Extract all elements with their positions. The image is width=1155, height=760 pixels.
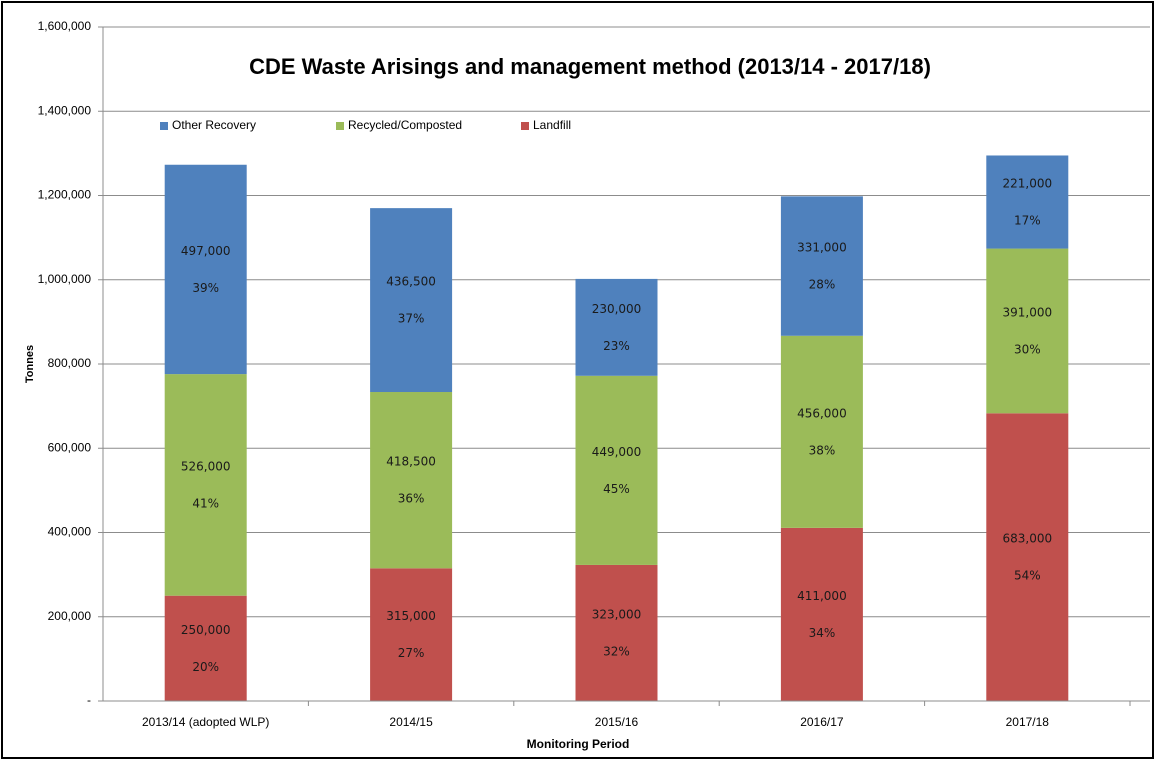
share-label: 54% [1014, 569, 1041, 583]
bar-segment [780, 527, 863, 701]
value-label: 323,000 [592, 607, 642, 621]
y-tick-label: 1,200,000 [38, 188, 92, 202]
bar-segment [986, 248, 1069, 414]
share-label: 37% [398, 312, 425, 326]
value-label: 221,000 [1002, 177, 1052, 191]
x-tick-label: 2014/15 [389, 715, 433, 729]
y-tick-label: 400,000 [48, 525, 92, 539]
bar-segment [164, 595, 247, 701]
x-axis-label: Monitoring Period [527, 737, 630, 751]
value-label: 411,000 [797, 589, 847, 603]
value-label: 331,000 [797, 241, 847, 255]
value-label: 526,000 [181, 459, 231, 473]
value-label: 449,000 [592, 445, 642, 459]
bar-segment [575, 564, 658, 701]
share-label: 17% [1014, 214, 1041, 228]
y-tick-label: - [87, 693, 91, 707]
value-label: 456,000 [797, 406, 847, 420]
bar-segment [164, 374, 247, 596]
y-tick-label: 200,000 [48, 609, 92, 623]
y-tick-label: 600,000 [48, 440, 92, 454]
legend-swatch [336, 122, 344, 130]
bar-segment [370, 392, 453, 569]
value-label: 497,000 [181, 244, 231, 258]
x-tick-label: 2015/16 [595, 715, 639, 729]
x-tick-label: 2017/18 [1006, 715, 1050, 729]
value-label: 683,000 [1002, 532, 1052, 546]
bar-segment [370, 568, 453, 701]
share-label: 20% [192, 660, 219, 674]
value-label: 391,000 [1002, 305, 1052, 319]
bar-segment [986, 413, 1069, 701]
bar-segment [780, 196, 863, 336]
y-tick-label: 1,600,000 [38, 19, 92, 33]
share-label: 32% [603, 644, 630, 658]
bar-segment [780, 335, 863, 528]
y-tick-label: 800,000 [48, 356, 92, 370]
chart-title: CDE Waste Arisings and management method… [249, 54, 931, 79]
bar-segment [164, 164, 247, 375]
legend-label: Recycled/Composted [348, 118, 462, 132]
share-label: 28% [809, 278, 836, 292]
bar-segment [986, 155, 1069, 249]
bar-segment [575, 375, 658, 565]
x-tick-label: 2016/17 [800, 715, 844, 729]
x-tick-label: 2013/14 (adopted WLP) [142, 715, 269, 729]
value-label: 250,000 [181, 623, 231, 637]
legend-swatch [521, 122, 529, 130]
value-label: 418,500 [386, 455, 436, 469]
value-label: 436,500 [386, 275, 436, 289]
legend-label: Other Recovery [172, 118, 256, 132]
y-axis-label: Tonnes [24, 345, 36, 383]
share-label: 34% [809, 626, 836, 640]
share-label: 27% [398, 646, 425, 660]
share-label: 30% [1014, 342, 1041, 356]
share-label: 23% [603, 339, 630, 353]
value-label: 315,000 [386, 609, 436, 623]
value-label: 230,000 [592, 302, 642, 316]
legend-label: Landfill [533, 118, 571, 132]
share-label: 39% [192, 281, 219, 295]
y-tick-label: 1,000,000 [38, 272, 92, 286]
share-label: 41% [192, 496, 219, 510]
bar-segment [575, 278, 658, 376]
y-tick-label: 1,400,000 [38, 103, 92, 117]
legend-swatch [160, 122, 168, 130]
bar-segment [370, 208, 453, 393]
share-label: 36% [398, 492, 425, 506]
share-label: 45% [603, 482, 630, 496]
share-label: 38% [809, 443, 836, 457]
